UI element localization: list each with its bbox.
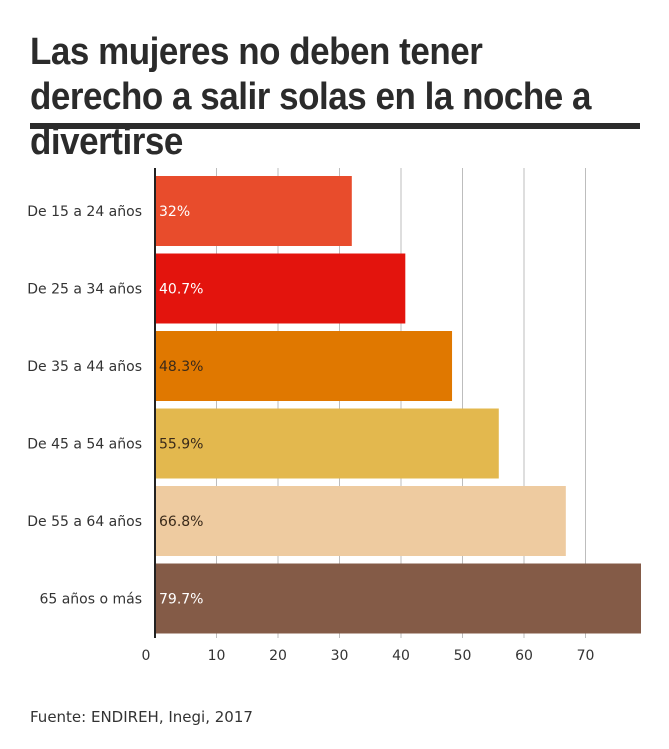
bar-value-label: 79.7% — [159, 592, 203, 608]
bar — [155, 563, 641, 634]
bar-value-label: 48.3% — [159, 359, 203, 375]
x-tick-label: 20 — [269, 648, 287, 664]
chart-title: Las mujeres no deben tener derecho a sal… — [30, 31, 591, 163]
x-tick-label: 50 — [454, 648, 472, 664]
category-label: De 15 a 24 años — [27, 204, 142, 220]
x-tick-label: 70 — [577, 648, 595, 664]
bar — [155, 331, 453, 401]
bar-value-label: 32% — [159, 204, 190, 220]
x-tick-label: 10 — [208, 648, 226, 664]
bar — [155, 486, 566, 556]
bar-value-label: 66.8% — [159, 514, 203, 530]
bar — [155, 253, 406, 324]
source-note: Fuente: ENDIREH, Inegi, 2017 — [30, 708, 253, 726]
x-tick-label: 0 — [142, 648, 151, 664]
x-tick-label: 30 — [331, 648, 349, 664]
title-divider — [30, 123, 640, 129]
bar-chart: 32% De 15 a 24 años 40.7% De 25 a 34 años 48… — [27, 168, 641, 664]
category-label: 65 años o más — [39, 592, 142, 608]
x-tick-label: 60 — [515, 648, 533, 664]
category-label: De 45 a 54 años — [27, 437, 142, 453]
x-tick-label: 40 — [392, 648, 410, 664]
bar-value-label: 40.7% — [159, 282, 203, 298]
category-label: De 35 a 44 años — [27, 359, 142, 375]
category-label: De 55 a 64 años — [27, 514, 142, 530]
bar — [155, 176, 352, 246]
bar — [155, 408, 499, 479]
category-label: De 25 a 34 años — [27, 282, 142, 298]
bar-value-label: 55.9% — [159, 437, 203, 453]
